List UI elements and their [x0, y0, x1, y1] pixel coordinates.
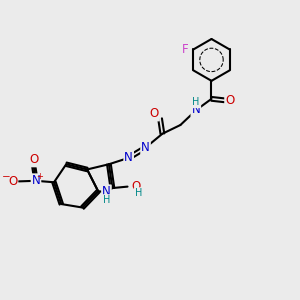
Text: O: O: [29, 153, 38, 167]
Text: +: +: [37, 172, 44, 181]
Text: H: H: [135, 188, 142, 198]
Text: H: H: [103, 195, 110, 205]
Text: O: O: [150, 107, 159, 121]
Text: N: N: [141, 141, 150, 154]
Text: O: O: [131, 180, 140, 193]
Text: N: N: [191, 103, 200, 116]
Text: −: −: [2, 172, 11, 182]
Text: N: N: [102, 185, 111, 198]
Text: N: N: [32, 174, 40, 187]
Text: H: H: [192, 97, 200, 107]
Text: O: O: [8, 175, 17, 188]
Text: F: F: [182, 43, 189, 56]
Text: N: N: [124, 151, 133, 164]
Text: O: O: [225, 94, 234, 107]
